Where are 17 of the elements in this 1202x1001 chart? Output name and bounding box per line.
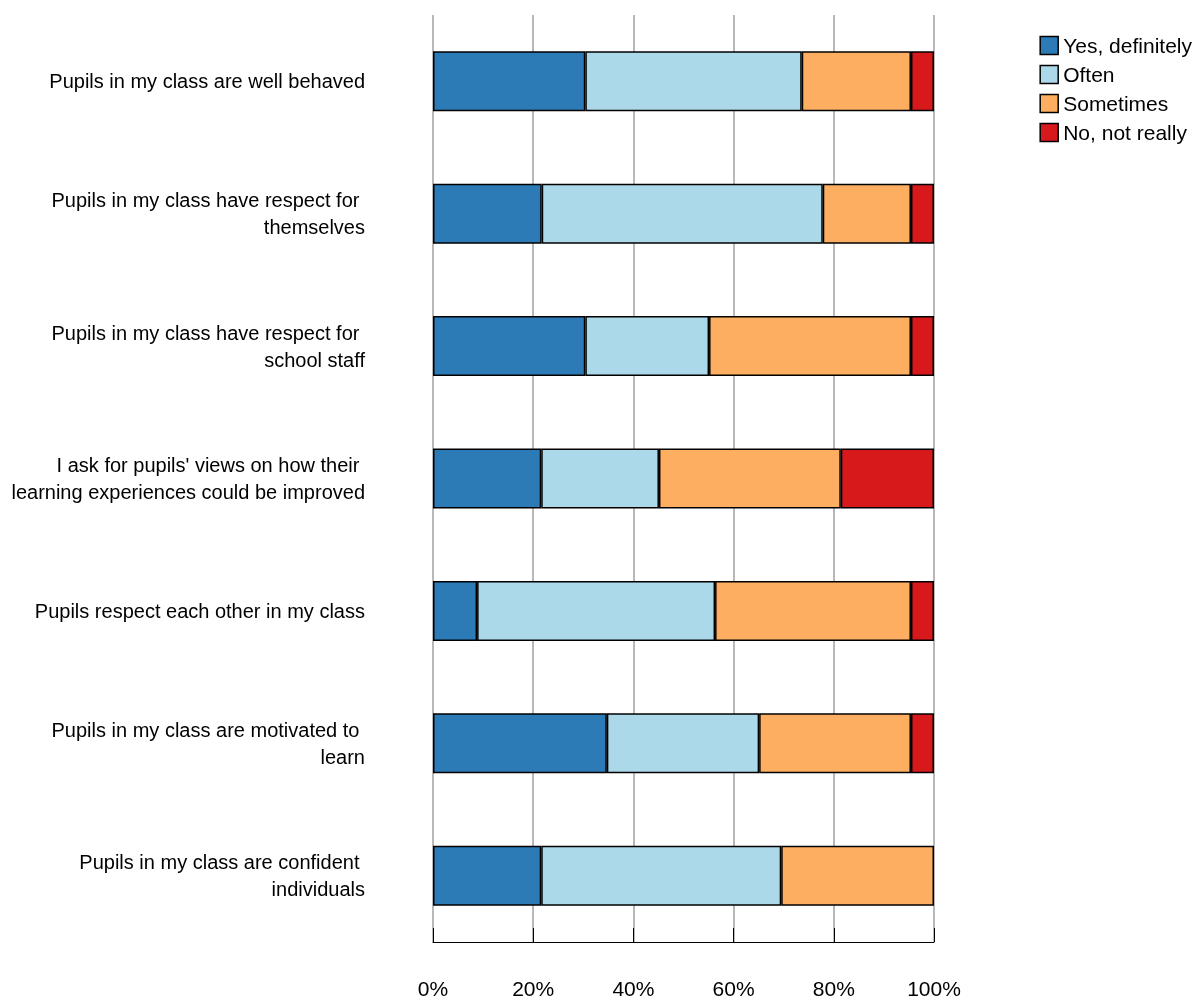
y-tick-label: I ask for pupils' views on how their learning experiences could be improved [11,454,365,503]
x-tick-label: 20% [512,977,555,1000]
x-tick-label: 40% [612,977,655,1000]
legend-label: No, not really [1063,121,1188,144]
y-tick-label: Pupils in my class are motivated to learn [51,718,365,768]
x-tick-label: 80% [812,977,855,1000]
y-tick-label: Pupils in my class have respect for school staff [51,321,366,371]
legend-label: Yes, definitely [1063,34,1193,57]
legend-label: Sometimes [1063,92,1169,115]
y-tick-label: Pupils in my class are confident individuals [79,851,365,901]
x-tick-label: 0% [417,977,449,1000]
x-tick-label: 60% [712,977,755,1000]
y-tick-label: Pupils in my class are well behaved [49,70,365,93]
y-tick-label: Pupils respect each other in my class [34,599,365,622]
y-tick-label: Pupils in my class have respect for themselves [51,189,365,239]
x-tick-label: 100% [907,977,961,1000]
legend-label: Often [1063,63,1115,86]
